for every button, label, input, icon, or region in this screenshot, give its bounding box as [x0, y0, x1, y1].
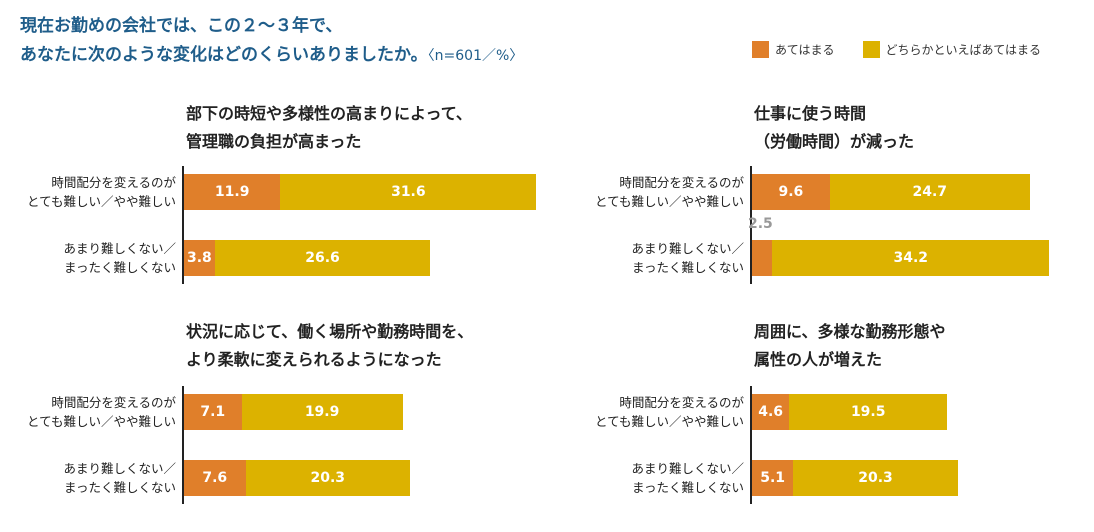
data-label: 7.1 — [184, 394, 242, 430]
category-label: 時間配分を変えるのが とても難しい／やや難しい — [26, 175, 176, 209]
category-label: あまり難しくない／ まったく難しくない — [631, 461, 744, 495]
category-label: 時間配分を変えるのが とても難しい／やや難しい — [594, 395, 744, 429]
data-label: 34.2 — [772, 240, 1050, 276]
data-label: 19.5 — [789, 394, 948, 430]
axis-line — [182, 386, 184, 504]
axis-line — [750, 386, 752, 504]
panel-title: 部下の時短や多様性の高まりによって、 管理職の負担が高まった — [186, 104, 472, 151]
data-label: 20.3 — [793, 460, 958, 496]
data-label: 31.6 — [280, 174, 537, 210]
data-label: 11.9 — [184, 174, 281, 210]
data-label: 24.7 — [829, 174, 1030, 210]
data-label: 19.9 — [241, 394, 403, 430]
data-label: 7.6 — [184, 460, 246, 496]
axis-line — [750, 166, 752, 284]
category-label: あまり難しくない／ まったく難しくない — [63, 241, 176, 275]
data-label: 4.6 — [752, 394, 790, 430]
data-label: 26.6 — [214, 240, 431, 276]
sample-note: 〈n=601／%〉 — [427, 48, 524, 64]
data-label: 9.6 — [752, 174, 830, 210]
data-label: 5.1 — [752, 460, 794, 496]
legend: あてはまる どちらかといえばあてはまる — [752, 41, 1069, 58]
category-label: 時間配分を変えるのが とても難しい／やや難しい — [594, 175, 744, 209]
data-label: 20.3 — [245, 460, 410, 496]
title-line2: あなたに次のような変化はどのくらいありましたか。 — [20, 45, 428, 65]
legend-item-applies: あてはまる — [752, 41, 835, 58]
legend-label-somewhat-applies: どちらかといえばあてはまる — [885, 43, 1042, 57]
category-label: あまり難しくない／ まったく難しくない — [63, 461, 176, 495]
legend-label-applies: あてはまる — [775, 43, 835, 57]
legend-swatch-yellow — [862, 41, 880, 58]
axis-line — [182, 166, 184, 284]
data-label-outside: 2.5 — [748, 216, 773, 232]
category-label: あまり難しくない／ まったく難しくない — [631, 241, 744, 275]
panel-title: 仕事に使う時間 （労働時間）が減った — [754, 104, 915, 151]
bar-applies — [752, 240, 773, 276]
legend-swatch-orange — [752, 41, 769, 58]
title-line1: 現在お勤めの会社では、この２〜３年で、 — [20, 16, 343, 36]
chart-title: 現在お勤めの会社では、この２〜３年で、 あなたに次のような変化はどのくらいありま… — [20, 12, 523, 71]
panel-title: 周囲に、多様な勤務形態や 属性の人が増えた — [754, 322, 946, 369]
data-label: 3.8 — [184, 240, 215, 276]
legend-item-somewhat-applies: どちらかといえばあてはまる — [862, 41, 1042, 58]
category-label: 時間配分を変えるのが とても難しい／やや難しい — [26, 395, 176, 429]
panel-title: 状況に応じて、働く場所や勤務時間を、 より柔軟に変えられるようになった — [186, 322, 474, 369]
